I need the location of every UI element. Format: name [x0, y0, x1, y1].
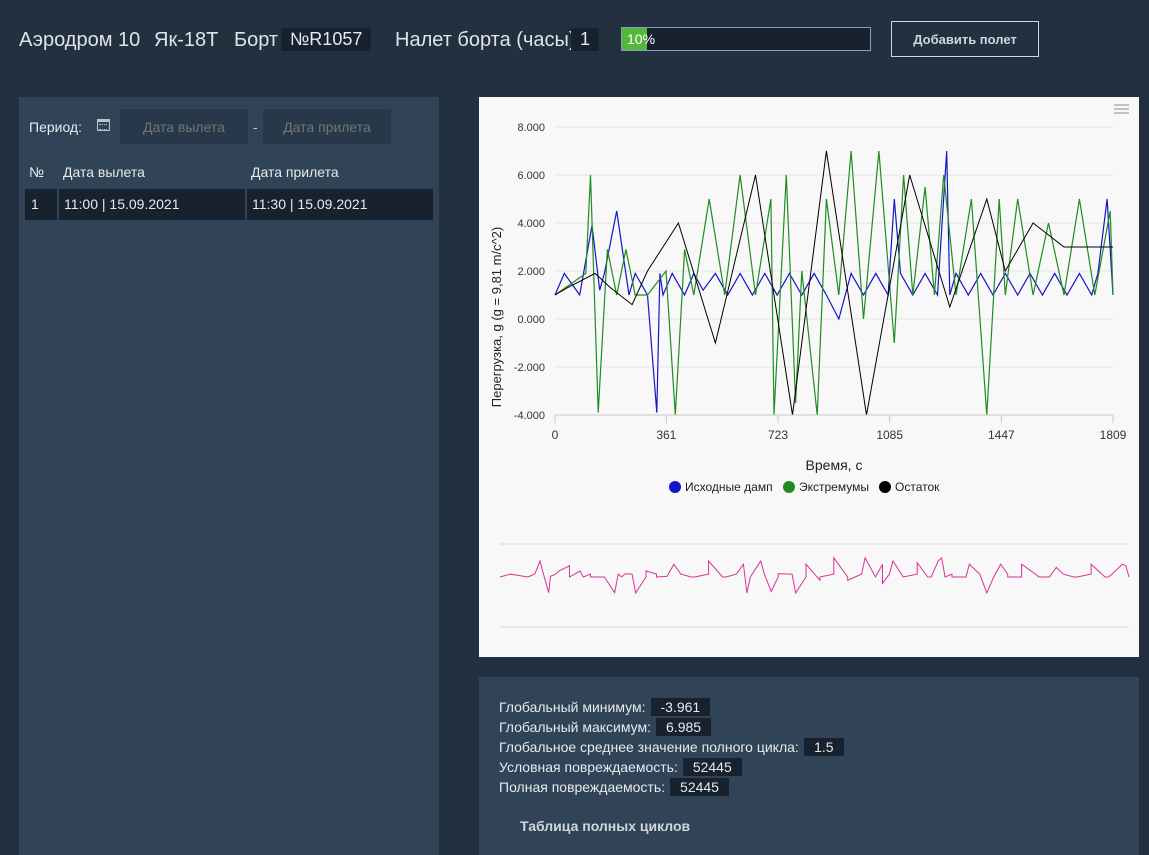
add-flight-button[interactable]: Добавить полет — [891, 21, 1039, 57]
x-tick-label: 1809 — [1100, 428, 1127, 442]
period-label: Период: — [29, 119, 82, 135]
airfield-label: Аэродром 10 — [19, 29, 141, 51]
hamburger-menu-icon[interactable] — [1113, 103, 1129, 117]
conditional-damage-value: 52445 — [682, 758, 742, 776]
column-header-number: № — [29, 164, 45, 180]
row-departure: 11:00 | 15.09.2021 — [64, 196, 180, 212]
global-max-label: Глобальный максимум: — [499, 719, 652, 735]
global-min-label: Глобальный минимум: — [499, 699, 646, 715]
board-label: Борт — [234, 29, 279, 51]
global-max-row: Глобальный максимум: 6.985 — [499, 718, 712, 736]
legend-label[interactable]: Исходные дамп — [685, 480, 773, 494]
x-tick-label: 361 — [656, 428, 676, 442]
chart-panel: 8.000 6.000 4.000 2.000 0.000 -2.000 -4.000 0 36… — [479, 97, 1139, 657]
navigator-series-line — [499, 556, 1130, 595]
series-line-3[interactable] — [554, 150, 1113, 416]
legend-marker[interactable] — [669, 481, 681, 493]
x-tick-label: 723 — [768, 428, 788, 442]
overload-chart: 8.000 6.000 4.000 2.000 0.000 -2.000 -4.000 0 36… — [489, 103, 1130, 628]
conditional-damage-label: Условная повреждаемость: — [499, 759, 678, 775]
column-header-arrival: Дата прилета — [251, 164, 339, 180]
flight-hours-value: 1 — [571, 28, 600, 51]
full-damage-row: Полная повреждаемость: 52445 — [499, 778, 729, 796]
row-number: 1 — [31, 196, 39, 212]
y-tick-label: 8.000 — [517, 122, 545, 134]
global-mean-value: 1.5 — [803, 738, 844, 756]
flight-hours-label: Налет борта (часы) — [395, 29, 576, 51]
global-min-row: Глобальный минимум: -3.961 — [499, 698, 711, 716]
series-line-2[interactable] — [554, 150, 1114, 416]
arrival-date-input[interactable] — [263, 109, 391, 144]
progress-fill — [622, 28, 647, 50]
y-tick-label: -4.000 — [514, 410, 545, 422]
y-tick-label: 4.000 — [517, 218, 545, 230]
y-tick-label: 2.000 — [517, 266, 545, 278]
conditional-damage-row: Условная повреждаемость: 52445 — [499, 758, 742, 776]
full-cycles-table-button[interactable]: Таблица полных циклов — [520, 818, 691, 834]
series-line-1[interactable] — [554, 150, 1114, 413]
top-bar: Аэродром 10 Як-18T Борт №R1057 Налет бор… — [0, 0, 1149, 80]
legend-label[interactable]: Остаток — [895, 480, 940, 494]
calendar-icon[interactable] — [97, 119, 110, 131]
flights-panel: Период: - № Дата вылета Дата прилета 1 1… — [19, 97, 439, 855]
y-tick-label: 6.000 — [517, 170, 545, 182]
stats-panel: Глобальный минимум: -3.961 Глобальный мак… — [479, 677, 1139, 855]
x-axis-label: Время, с — [806, 457, 863, 473]
global-max-value: 6.985 — [656, 718, 712, 736]
y-axis-label: Перегрузка, g (g = 9,81 m/c^2) — [489, 227, 504, 407]
column-header-departure: Дата вылета — [63, 164, 145, 180]
column-divider — [57, 189, 59, 220]
column-divider — [245, 189, 247, 220]
table-row[interactable]: 1 11:00 | 15.09.2021 11:30 | 15.09.2021 — [25, 189, 433, 220]
date-range-separator: - — [253, 119, 258, 135]
global-mean-row: Глобальное среднее значение полного цикл… — [499, 738, 844, 756]
global-mean-label: Глобальное среднее значение полного цикл… — [499, 739, 799, 755]
aircraft-label: Як-18T — [154, 29, 219, 51]
x-tick-label: 0 — [552, 428, 559, 442]
full-damage-label: Полная повреждаемость: — [499, 779, 666, 795]
y-tick-label: -2.000 — [514, 362, 545, 374]
progress-text: 10% — [627, 31, 656, 47]
x-tick-label: 1447 — [988, 428, 1015, 442]
y-tick-label: 0.000 — [517, 314, 545, 326]
full-damage-value: 52445 — [670, 778, 729, 796]
row-arrival: 11:30 | 15.09.2021 — [252, 196, 368, 212]
chart-navigator[interactable] — [499, 543, 1130, 628]
legend-marker[interactable] — [783, 481, 795, 493]
departure-date-input[interactable] — [120, 109, 248, 144]
flight-hours-progress-bar: 10% — [621, 27, 871, 51]
legend-label[interactable]: Экстремумы — [799, 480, 869, 494]
board-number: №R1057 — [281, 28, 372, 51]
legend-marker[interactable] — [879, 481, 891, 493]
global-min-value: -3.961 — [650, 698, 711, 716]
x-tick-label: 1085 — [876, 428, 903, 442]
